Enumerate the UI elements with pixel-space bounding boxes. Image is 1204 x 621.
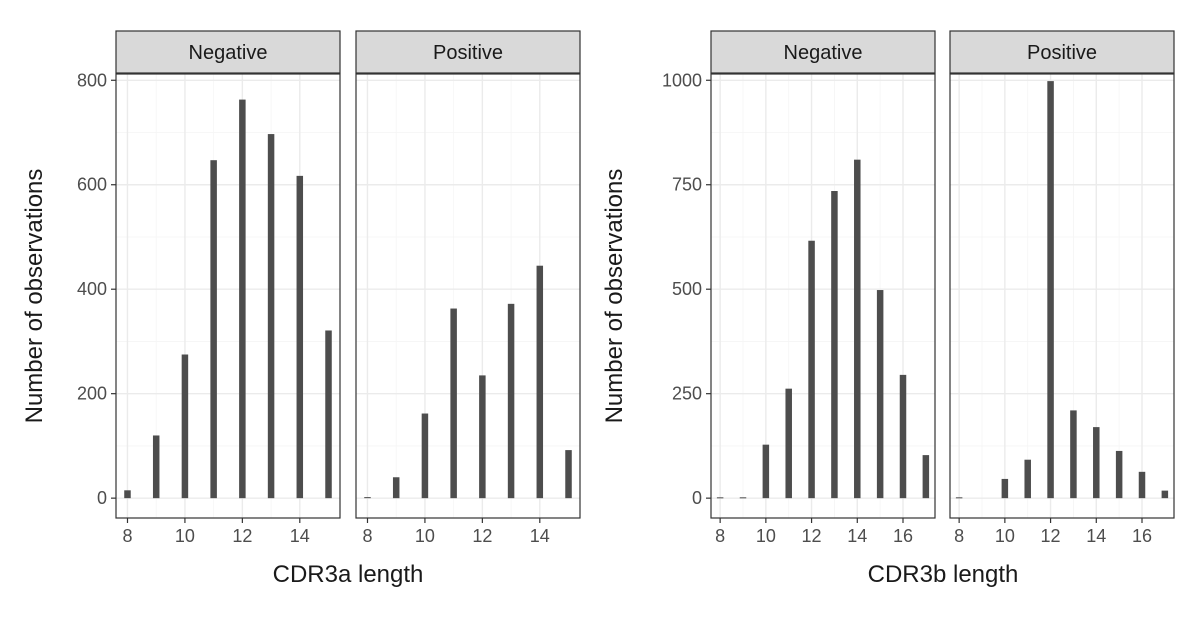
- x-axis-title: CDR3b length: [868, 561, 1019, 588]
- bar: [181, 354, 189, 499]
- bar: [479, 375, 486, 499]
- x-tick-label: 10: [175, 526, 195, 546]
- x-axis-title: CDR3a length: [273, 561, 424, 588]
- bar: [152, 435, 160, 499]
- x-tick-label: 8: [122, 526, 132, 546]
- facet-strip: [949, 30, 1175, 74]
- x-tick-label: 14: [530, 526, 550, 546]
- bar: [325, 330, 332, 499]
- x-tick-label: 14: [290, 526, 310, 546]
- bar: [1047, 81, 1054, 499]
- bar: [831, 191, 838, 499]
- panel-negative: Negative 8 10 12 14 16 0 250 500 750 1000: [662, 30, 936, 546]
- panel-background: [356, 74, 580, 518]
- x-tick-label: 12: [472, 526, 492, 546]
- bar: [507, 303, 515, 499]
- bar: [1138, 471, 1146, 499]
- x-tick-label: 8: [362, 526, 372, 546]
- facet-strip: [115, 30, 341, 74]
- y-tick-label: 500: [672, 279, 702, 299]
- bar: [124, 490, 131, 499]
- bar: [1161, 490, 1169, 499]
- bar: [364, 497, 371, 499]
- bar: [808, 240, 815, 499]
- bar: [876, 290, 884, 499]
- y-axis-title: Number of observations: [21, 169, 48, 424]
- y-tick-label: 750: [672, 175, 702, 195]
- x-tick-label: 10: [995, 526, 1015, 546]
- chart-1: Negative 8 10 12 14 0 200 400 600 800 Positive 8 10 1…: [21, 30, 581, 588]
- bar: [1093, 427, 1100, 499]
- x-tick-label: 12: [1041, 526, 1061, 546]
- panel-negative: Negative 8 10 12 14 0 200 400 600 800: [77, 30, 341, 546]
- y-tick-label: 600: [77, 175, 107, 195]
- panel-positive: Positive 8 10 12 14 16: [949, 30, 1175, 546]
- x-tick-label: 12: [802, 526, 822, 546]
- chart-2: Negative 8 10 12 14 16 0 250 500 750 1000 Positive 8…: [601, 30, 1175, 588]
- bar: [1001, 478, 1009, 499]
- x-tick-label: 12: [232, 526, 252, 546]
- bar: [450, 308, 457, 499]
- x-tick-label: 8: [954, 526, 964, 546]
- y-tick-label: 200: [77, 384, 107, 404]
- y-tick-label: 400: [77, 279, 107, 299]
- panel-background: [950, 74, 1174, 518]
- x-tick-label: 14: [847, 526, 867, 546]
- y-tick-label: 800: [77, 70, 107, 90]
- x-tick-label: 10: [756, 526, 776, 546]
- panel-border: [355, 73, 581, 519]
- x-tick-label: 10: [415, 526, 435, 546]
- y-tick-label: 0: [97, 488, 107, 508]
- facet-strip-label: Positive: [1027, 42, 1097, 64]
- x-tick-label: 16: [893, 526, 913, 546]
- panel-background: [711, 74, 935, 518]
- bar: [239, 99, 246, 499]
- x-tick-label: 8: [715, 526, 725, 546]
- bar: [899, 374, 907, 499]
- facet-strip-label: Positive: [433, 42, 503, 64]
- panel-background: [116, 74, 340, 518]
- bar: [716, 497, 724, 499]
- bar: [296, 175, 304, 499]
- bar: [392, 477, 400, 499]
- bar: [421, 413, 429, 499]
- bar: [565, 450, 572, 499]
- panel-border: [710, 73, 936, 519]
- y-axis-title: Number of observations: [601, 169, 628, 424]
- x-tick-label: 16: [1132, 526, 1152, 546]
- bar: [955, 497, 963, 499]
- panel-border: [949, 73, 1175, 519]
- x-tick-label: 14: [1086, 526, 1106, 546]
- bar: [739, 497, 747, 499]
- bar: [210, 160, 217, 499]
- y-tick-label: 1000: [662, 70, 702, 90]
- bar: [785, 388, 792, 499]
- bar: [1070, 410, 1077, 499]
- y-tick-label: 0: [692, 488, 702, 508]
- facet-strip-label: Negative: [784, 42, 863, 64]
- facet-strip: [710, 30, 936, 74]
- bar: [1115, 450, 1123, 499]
- y-tick-label: 250: [672, 384, 702, 404]
- panel-border: [115, 73, 341, 519]
- bar: [1024, 459, 1031, 499]
- facet-strip-label: Negative: [189, 42, 268, 64]
- bar: [536, 265, 544, 499]
- bar: [762, 444, 770, 499]
- bar: [854, 159, 861, 499]
- facet-strip: [355, 30, 581, 74]
- bar: [267, 134, 275, 499]
- panel-positive: Positive 8 10 12 14: [355, 30, 581, 546]
- bar: [922, 455, 930, 499]
